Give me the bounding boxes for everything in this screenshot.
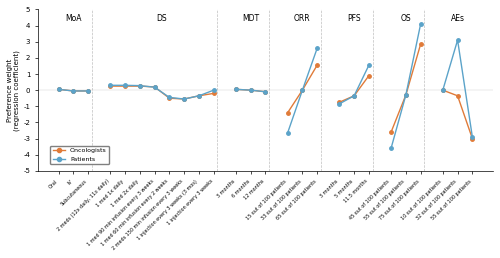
Text: DS: DS (156, 14, 168, 23)
Text: MoA: MoA (65, 14, 82, 23)
Text: PFS: PFS (348, 14, 361, 23)
Text: OS: OS (400, 14, 411, 23)
Legend: Oncologists, Patients: Oncologists, Patients (50, 146, 110, 165)
Text: AEs: AEs (450, 14, 464, 23)
Text: MDT: MDT (242, 14, 259, 23)
Y-axis label: Preference weight
(regression coefficient): Preference weight (regression coefficien… (7, 50, 20, 131)
Text: ORR: ORR (294, 14, 310, 23)
